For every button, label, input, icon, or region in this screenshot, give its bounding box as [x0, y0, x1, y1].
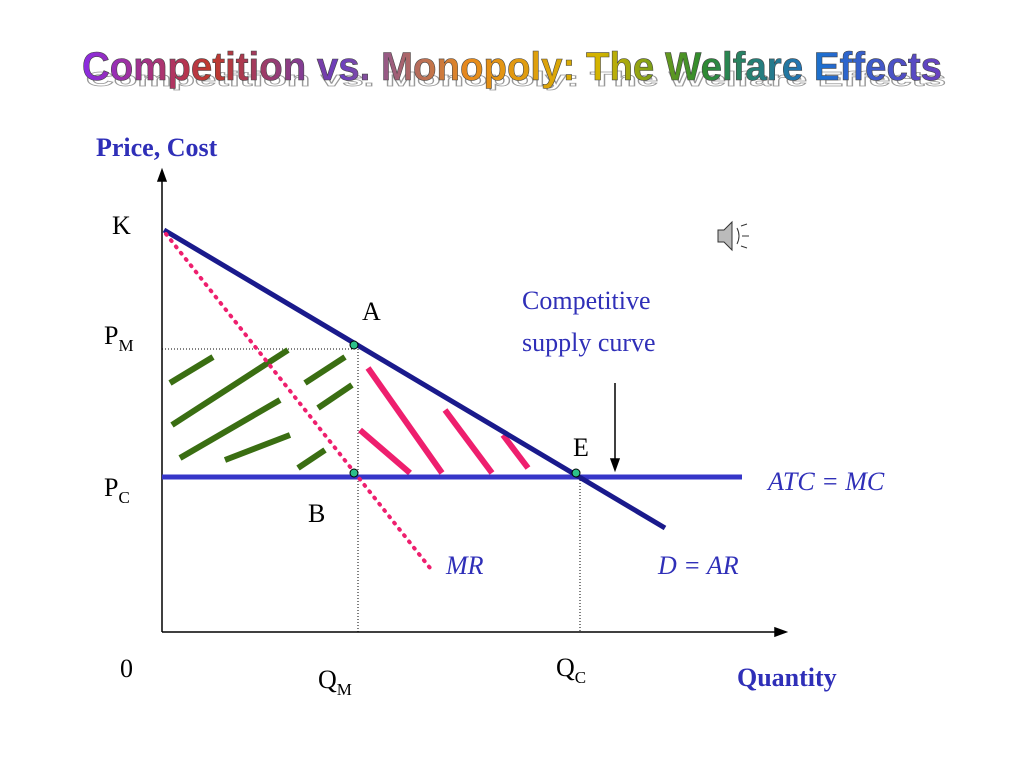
title-shadow: Competition vs. Monopoly: The Welfare Ef…: [86, 68, 946, 91]
point-b-label: B: [308, 499, 325, 528]
mr-curve: [164, 232, 432, 570]
qc-sub: C: [575, 668, 586, 687]
k-label: K: [112, 211, 131, 240]
mr-label: MR: [445, 551, 484, 580]
axes: [156, 167, 789, 638]
pc-sub: C: [118, 488, 129, 507]
title: Competition vs. Monopoly: The Welfare Ef…: [82, 45, 942, 89]
speaker-icon: [717, 220, 749, 252]
supply-arrow: [609, 383, 621, 473]
pm-label: PM: [104, 321, 134, 355]
green-hatch: [168, 347, 354, 471]
x-axis-label: Quantity: [737, 663, 837, 692]
qc-main: Q: [556, 653, 575, 682]
qm-sub: M: [337, 680, 352, 699]
pc-main: P: [104, 473, 118, 502]
qm-main: Q: [318, 665, 337, 694]
qm-label: QM: [318, 665, 352, 699]
point-a-label: A: [362, 297, 381, 326]
pm-main: P: [104, 321, 118, 350]
demand-curve: [162, 227, 667, 531]
pm-sub: M: [118, 336, 133, 355]
origin-label: 0: [120, 654, 133, 683]
demand-label: D = AR: [657, 551, 739, 580]
guide-lines: [162, 348, 581, 632]
point-e-label: E: [573, 433, 589, 462]
y-axis-label: Price, Cost: [96, 133, 218, 162]
atc-mc-label: ATC = MC: [766, 467, 885, 496]
pink-hatch: [358, 366, 531, 476]
supply-note-line-1: Competitive: [522, 286, 651, 315]
pc-label: PC: [104, 473, 130, 507]
supply-note-line-2: supply curve: [522, 328, 656, 357]
points: [349, 340, 581, 478]
qc-label: QC: [556, 653, 586, 687]
